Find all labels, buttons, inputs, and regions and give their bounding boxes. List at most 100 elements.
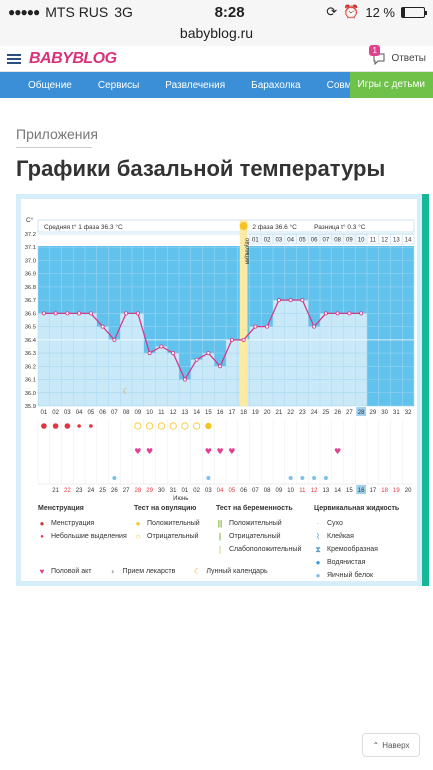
day-column-fill	[73, 313, 85, 406]
back-to-top-button[interactable]: ⌃ Наверх	[362, 733, 420, 757]
nav-item-servisy[interactable]: Сервисы	[97, 79, 140, 91]
symbol-drop	[288, 476, 293, 480]
day-column-fill	[61, 313, 74, 406]
temperature-point	[41, 311, 46, 316]
date-label: 16	[358, 488, 365, 494]
day-column-bg	[390, 246, 403, 406]
x-tick-label: 07	[111, 410, 118, 416]
date-label: 29	[146, 488, 153, 494]
ovulation-test-negative	[134, 422, 142, 430]
nav-item-igry[interactable]: Игры с детьми	[349, 72, 433, 98]
page-title: Графики базальной температуры	[16, 156, 386, 181]
day-column-fill	[49, 313, 62, 406]
x-tick-label: 20	[264, 410, 271, 416]
x-tick-label: 08	[123, 410, 130, 416]
day-column-fill	[320, 313, 332, 406]
date-label: 11	[299, 488, 306, 494]
symbol-drop	[89, 424, 93, 428]
date-label: 25	[99, 488, 106, 494]
temperature-point	[135, 311, 140, 316]
creamy-icon: ⧗	[315, 544, 321, 554]
temperature-point	[253, 324, 258, 329]
temperature-point	[312, 324, 317, 329]
date-label: 01	[182, 488, 189, 494]
day-column-bg	[402, 246, 414, 406]
temperature-point	[229, 337, 234, 342]
date-label: 15	[346, 488, 353, 494]
rotation-lock-icon: ⟳	[326, 4, 338, 19]
temperature-point	[323, 311, 328, 316]
x-tick-label: 01	[41, 410, 48, 416]
y-tick-label: 36.9	[25, 272, 36, 278]
symbol-drop	[64, 423, 71, 429]
signal-icon: ●●●●●	[8, 5, 40, 19]
day-column-fill	[132, 313, 144, 406]
temperature-point	[359, 311, 364, 316]
x-tick-label: 04	[76, 410, 83, 416]
date-label: 12	[311, 488, 318, 494]
moon-icon: ☾	[193, 566, 201, 576]
date-label: 24	[88, 488, 95, 494]
alarm-icon: ⏰	[343, 4, 360, 19]
date-label: 04	[217, 488, 224, 494]
date-label: 23	[76, 488, 83, 494]
legend-bottom-row: ♥ Половой акт ◐ Прием лекарств ☾ Лунный кал…	[39, 566, 268, 576]
x-tick-label: 26	[334, 410, 341, 416]
symbol-drop	[41, 423, 47, 429]
temperature-point	[182, 377, 187, 382]
date-label: 28	[135, 488, 142, 494]
x-tick-label: 23	[299, 410, 306, 416]
heart-icon: ♥	[205, 447, 212, 456]
temperature-point	[77, 311, 82, 316]
nav-item-baraholka[interactable]: Барахолка	[251, 79, 301, 91]
nav-item-razvlecheniya[interactable]: Развлечения	[165, 79, 226, 91]
battery-percent: 12 %	[365, 4, 395, 20]
temperature-point	[300, 298, 305, 303]
main-nav: Общение Сервисы Развлечения Барахолка Со…	[0, 72, 433, 98]
symbol-drop	[52, 423, 59, 429]
y-tick-label: 35.9	[25, 404, 36, 410]
temperature-point	[265, 324, 270, 329]
phase2-day-label: 13	[393, 238, 400, 244]
nav-item-obshchenie[interactable]: Общение	[28, 79, 72, 91]
positive-circle-icon: ●	[135, 518, 141, 528]
day-column-bg	[179, 246, 191, 406]
dry-icon: ·	[316, 518, 320, 528]
blood-drop-icon: ●	[39, 518, 45, 528]
menu-icon[interactable]	[7, 53, 21, 64]
ovulation-label: овуляция	[244, 238, 250, 264]
day-column-fill	[108, 339, 121, 406]
symbol-drop	[206, 476, 211, 480]
address-bar[interactable]: babyblog.ru	[0, 24, 433, 46]
date-label: 27	[123, 488, 130, 494]
y-tick-label: 36.7	[25, 298, 36, 304]
day-column-fill	[120, 313, 132, 406]
negative-circle-icon: ○	[135, 531, 141, 541]
phase2-day-label: 10	[358, 238, 365, 244]
date-label: 08	[264, 488, 271, 494]
x-tick-label: 05	[88, 410, 95, 416]
date-label: 02	[193, 488, 200, 494]
symbol-drop	[323, 476, 328, 480]
date-label: 03	[205, 488, 212, 494]
date-label: 31	[170, 488, 177, 494]
date-label: 07	[252, 488, 259, 494]
day-column-bg	[202, 246, 215, 406]
legend-cervical-fluid: Цервикальная жидкость · Сухо ⌇ Клейкая ⧗ Кр…	[314, 505, 400, 580]
phase2-day-label: 14	[405, 238, 412, 244]
ovulation-test-negative	[146, 422, 154, 430]
phase2-day-label: 01	[252, 238, 259, 244]
answers-button[interactable]: 1 Ответы	[369, 44, 426, 65]
date-label: 14	[334, 488, 341, 494]
heart-icon: ♥	[334, 447, 341, 456]
temperature-point	[65, 311, 70, 316]
bbt-chart-widget: ♥ ♥ ♥ ♥ ♥ ♥ ☾ Средняя t° 1 фаза 36.3 °C 2 фаза …	[16, 194, 433, 586]
chevron-up-icon: ⌃	[372, 740, 380, 750]
x-tick-label: 31	[393, 410, 400, 416]
day-column-fill	[85, 313, 97, 406]
x-tick-label: 14	[193, 410, 200, 416]
date-label: 06	[240, 488, 247, 494]
breadcrumb[interactable]: Приложения	[16, 126, 98, 142]
site-logo[interactable]: BABYBLOG	[29, 49, 117, 67]
heart-icon: ♥	[134, 447, 141, 456]
